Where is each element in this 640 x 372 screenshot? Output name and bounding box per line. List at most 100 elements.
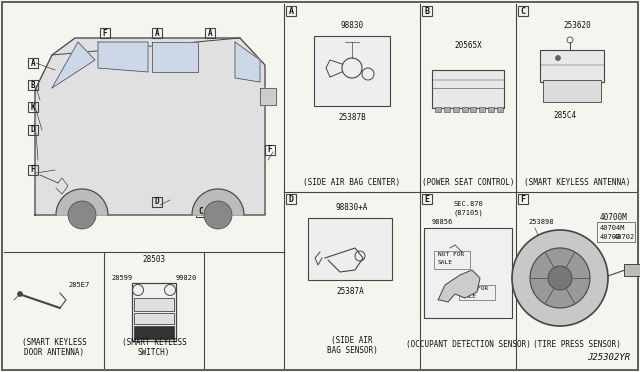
Text: 98830: 98830 xyxy=(340,20,364,29)
Text: SEC.870: SEC.870 xyxy=(453,201,483,207)
Bar xyxy=(422,6,432,16)
Bar xyxy=(624,264,640,276)
Text: A: A xyxy=(155,29,159,38)
Bar xyxy=(435,107,441,112)
Text: C: C xyxy=(520,6,525,16)
Text: A: A xyxy=(31,58,35,67)
Text: D: D xyxy=(289,195,294,203)
Text: NOT FOR: NOT FOR xyxy=(438,253,464,257)
Text: 40702: 40702 xyxy=(614,234,636,240)
Text: (SMART KEYLESS: (SMART KEYLESS xyxy=(122,339,186,347)
Bar xyxy=(134,326,174,339)
Bar xyxy=(28,125,38,135)
Bar xyxy=(132,283,176,341)
Bar xyxy=(196,207,206,217)
Bar xyxy=(100,28,110,38)
Polygon shape xyxy=(52,42,95,88)
Text: 253898: 253898 xyxy=(528,219,554,225)
Circle shape xyxy=(556,55,561,61)
Bar xyxy=(134,298,174,311)
Bar xyxy=(540,50,604,82)
Text: A: A xyxy=(289,6,294,16)
Bar xyxy=(152,197,162,207)
Text: (B7105): (B7105) xyxy=(453,210,483,216)
Text: E: E xyxy=(424,195,429,203)
Text: 285C4: 285C4 xyxy=(554,110,577,119)
Text: K: K xyxy=(31,103,35,112)
Bar xyxy=(518,6,528,16)
Bar xyxy=(432,70,504,108)
Bar xyxy=(28,102,38,112)
Text: B: B xyxy=(31,80,35,90)
Bar xyxy=(28,165,38,175)
Bar xyxy=(459,285,495,300)
Bar xyxy=(286,194,296,204)
Text: F: F xyxy=(102,29,108,38)
Bar xyxy=(518,194,528,204)
Text: 25387B: 25387B xyxy=(338,113,366,122)
Polygon shape xyxy=(35,38,265,215)
Polygon shape xyxy=(260,88,276,105)
Circle shape xyxy=(68,201,96,229)
Circle shape xyxy=(530,248,590,308)
Text: 99820: 99820 xyxy=(175,275,196,281)
Text: 40703: 40703 xyxy=(600,234,621,240)
Text: J25302YR: J25302YR xyxy=(587,353,630,362)
Text: (SMART KEYLESS ANTENNA): (SMART KEYLESS ANTENNA) xyxy=(524,177,630,186)
Text: B: B xyxy=(424,6,429,16)
Text: (TIRE PRESS SENSOR): (TIRE PRESS SENSOR) xyxy=(533,340,621,350)
Bar xyxy=(479,107,485,112)
Bar xyxy=(470,107,476,112)
Text: D: D xyxy=(155,198,159,206)
Text: SWITCH): SWITCH) xyxy=(138,349,170,357)
Polygon shape xyxy=(235,42,260,82)
Bar xyxy=(452,107,459,112)
Text: 40700M: 40700M xyxy=(600,214,628,222)
Text: 25387A: 25387A xyxy=(336,288,364,296)
Polygon shape xyxy=(152,42,198,72)
Text: 98830+A: 98830+A xyxy=(336,203,368,212)
Text: (SMART KEYLESS: (SMART KEYLESS xyxy=(22,339,86,347)
Text: A: A xyxy=(208,29,212,38)
Bar xyxy=(461,107,468,112)
Bar xyxy=(28,58,38,68)
Bar xyxy=(152,28,162,38)
Polygon shape xyxy=(98,42,148,72)
Polygon shape xyxy=(192,189,244,215)
Bar xyxy=(265,145,275,155)
Text: 98856: 98856 xyxy=(432,219,453,225)
Bar xyxy=(543,80,601,102)
Bar xyxy=(424,228,512,318)
Bar xyxy=(308,218,392,280)
Text: D: D xyxy=(31,125,35,135)
Bar xyxy=(205,28,215,38)
Circle shape xyxy=(17,292,22,296)
Text: (SIDE AIR BAG CENTER): (SIDE AIR BAG CENTER) xyxy=(303,177,401,186)
Circle shape xyxy=(512,230,608,326)
Text: 253620: 253620 xyxy=(563,20,591,29)
Text: F: F xyxy=(31,166,35,174)
Bar xyxy=(314,36,390,106)
Bar xyxy=(488,107,494,112)
Text: SALE: SALE xyxy=(462,294,477,298)
Circle shape xyxy=(204,201,232,229)
Text: F: F xyxy=(268,145,272,154)
Polygon shape xyxy=(56,189,108,215)
Bar xyxy=(28,80,38,90)
Bar xyxy=(134,313,174,324)
Text: (POWER SEAT CONTROL): (POWER SEAT CONTROL) xyxy=(422,177,515,186)
Text: (OCCUPANT DETECTION SENSOR): (OCCUPANT DETECTION SENSOR) xyxy=(406,340,531,350)
Text: 28599: 28599 xyxy=(111,275,132,281)
Text: SALE: SALE xyxy=(438,260,453,266)
Text: C: C xyxy=(198,208,204,217)
Bar xyxy=(497,107,503,112)
Text: DOOR ANTENNA): DOOR ANTENNA) xyxy=(24,349,84,357)
Text: 40704M: 40704M xyxy=(600,225,625,231)
Circle shape xyxy=(548,266,572,290)
Bar xyxy=(286,6,296,16)
Text: NOT FOR: NOT FOR xyxy=(462,285,488,291)
Text: 28503: 28503 xyxy=(143,256,166,264)
Polygon shape xyxy=(438,270,480,302)
Text: BAG SENSOR): BAG SENSOR) xyxy=(326,346,378,355)
Bar xyxy=(434,251,470,269)
